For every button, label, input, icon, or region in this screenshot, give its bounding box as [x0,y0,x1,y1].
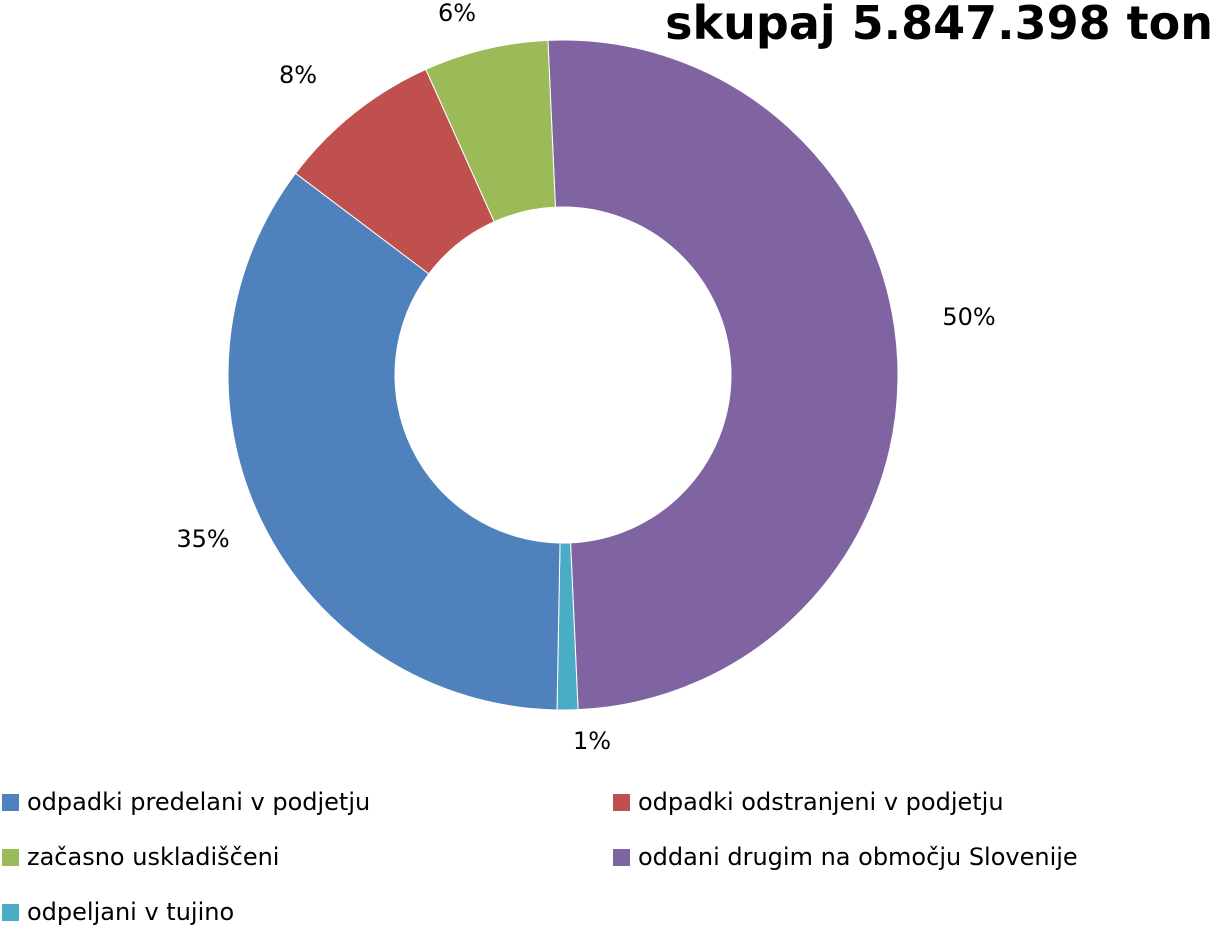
data-label: 50% [942,303,995,331]
donut-chart: 50% 1% 35% 8% 6% [176,0,995,755]
legend-label: oddani drugim na območju Slovenije [638,843,1078,871]
legend-swatch [2,793,19,811]
donut-slice [547,39,899,711]
donut-slice [425,39,556,223]
data-label: 35% [176,525,229,553]
legend-item-oddani-slovenija: oddani drugim na območju Slovenije [613,843,1078,871]
legend-item-predelani: odpadki predelani v podjetju [2,788,370,816]
data-label: 6% [438,0,476,27]
legend-swatch [2,848,19,866]
legend-swatch [613,793,630,811]
legend-item-odstranjeni: odpadki odstranjeni v podjetju [613,788,1004,816]
legend-label: začasno uskladiščeni [27,843,280,871]
legend-swatch [613,848,630,866]
legend-item-tujina: odpeljani v tujino [2,898,234,926]
legend-label: odpadki odstranjeni v podjetju [638,788,1004,816]
data-label: 1% [573,727,611,755]
legend-label: odpeljani v tujino [27,898,235,926]
chart-title: skupaj 5.847.398 ton [665,0,1213,50]
data-label: 8% [279,61,317,89]
legend-label: odpadki predelani v podjetju [27,788,371,816]
legend-item-uskladisceni: začasno uskladiščeni [2,843,279,871]
legend-swatch [2,903,19,921]
donut-slice [227,172,561,711]
